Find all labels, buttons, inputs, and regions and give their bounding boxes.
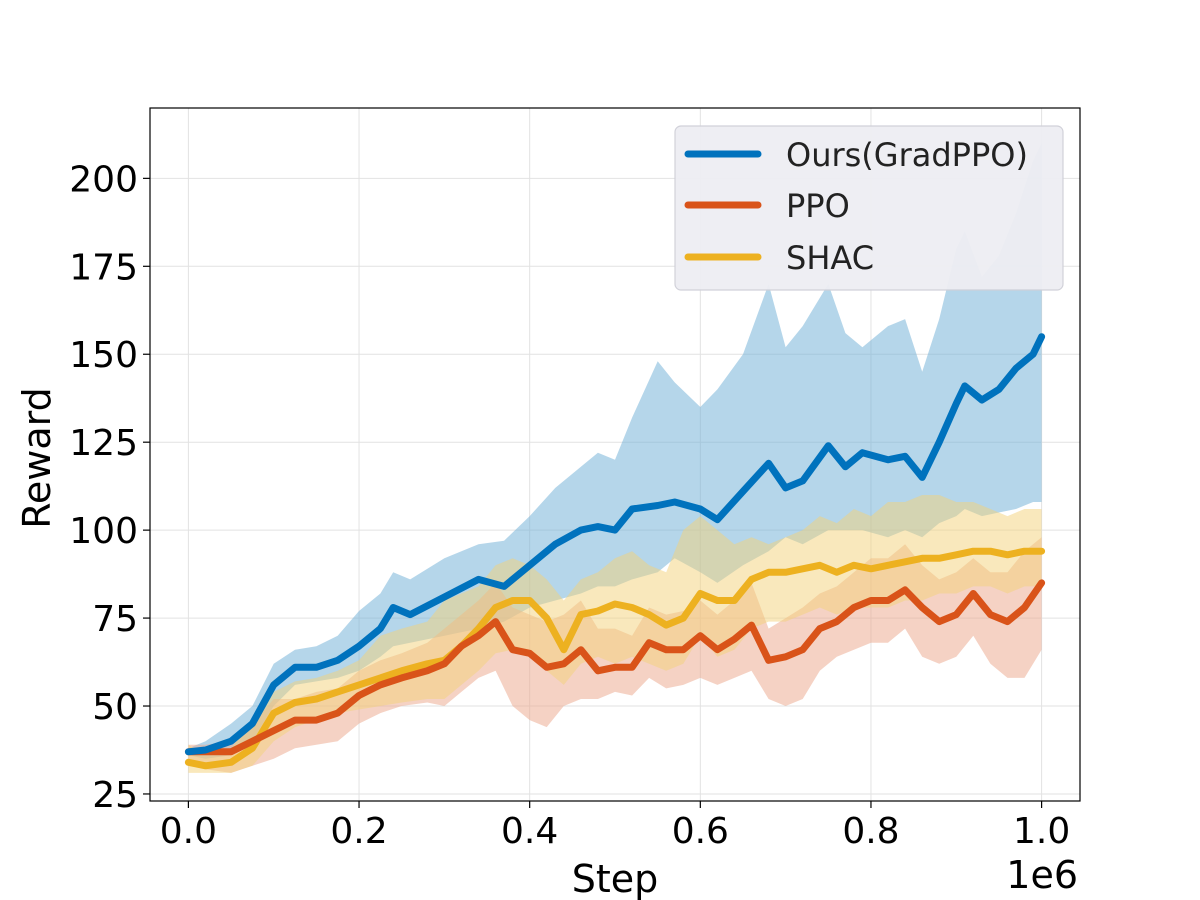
y-axis-label: Reward — [15, 387, 59, 529]
x-tick-label: 0.6 — [672, 811, 729, 852]
y-tick-label: 150 — [69, 335, 138, 376]
x-tick-label: 0.2 — [330, 811, 387, 852]
legend-label-ppo: PPO — [786, 187, 850, 225]
ppo-line — [184, 579, 1046, 756]
x-tick-label: 0.4 — [501, 811, 558, 852]
x-axis-label: Step — [572, 857, 659, 900]
y-tick-label: 75 — [92, 599, 138, 640]
legend-label-ours: Ours(GradPPO) — [786, 136, 1028, 174]
y-tick-label: 50 — [92, 687, 138, 728]
legend-label-shac: SHAC — [786, 239, 874, 277]
ours-gradppo-band — [188, 143, 1042, 759]
legend: Ours(GradPPO) PPO SHAC — [674, 125, 1064, 291]
y-tick-label: 25 — [92, 775, 138, 816]
legend-box — [674, 125, 1064, 291]
plot-frame — [149, 107, 1081, 802]
shac-band — [188, 495, 1042, 773]
x-tick-label: 1.0 — [1013, 811, 1070, 852]
x-tick-label: 0.8 — [842, 811, 899, 852]
y-tick-label: 200 — [69, 159, 138, 200]
y-tick-label: 125 — [69, 423, 138, 464]
shac-line — [184, 547, 1046, 770]
series-lines — [184, 333, 1046, 770]
y-tick-label: 100 — [69, 511, 138, 552]
ours-gradppo-line — [184, 333, 1046, 756]
y-tick-label: 175 — [69, 247, 138, 288]
x-axis-offset-label: 1e6 — [1006, 853, 1078, 897]
x-tick-label: 0.0 — [160, 811, 217, 852]
confidence-bands — [188, 143, 1042, 773]
axis-ticks: 0.0 0.2 0.4 0.6 0.8 1.0 25 50 75 100 125 150 175 200 — [69, 159, 1070, 852]
